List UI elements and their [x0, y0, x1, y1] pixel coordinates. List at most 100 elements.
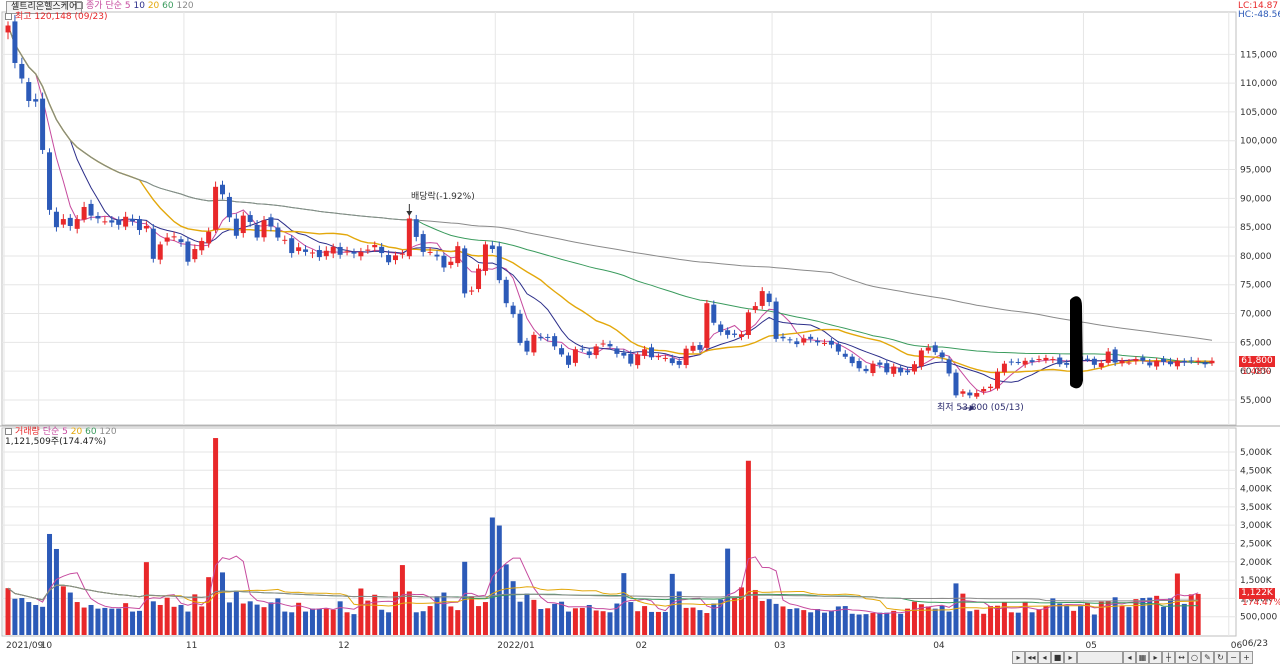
date-tick-label: 11 [186, 641, 197, 651]
rewind-icon[interactable]: ◂◂ [1025, 651, 1038, 664]
candle-body [773, 301, 779, 339]
candle-body [725, 330, 731, 335]
grid-view-icon[interactable]: ▦ [1136, 651, 1149, 664]
candle-body [593, 346, 599, 356]
volume-bar [323, 608, 329, 635]
volume-bar [60, 586, 66, 635]
legend-ma60: 60 [162, 1, 174, 11]
candle-body [1126, 362, 1132, 364]
volume-bar [517, 601, 523, 635]
volume-bar [1064, 605, 1070, 635]
candle-body [296, 247, 302, 251]
volume-ma-label: 단순 [42, 427, 60, 437]
candle-body [427, 251, 433, 253]
candle-body [1147, 362, 1153, 366]
candle-body [489, 245, 495, 250]
candle-body [676, 360, 682, 365]
volume-bar [109, 608, 115, 635]
draw-icon[interactable]: ✎ [1201, 651, 1214, 664]
volume-bar [469, 596, 475, 635]
candle-body [621, 352, 627, 356]
volume-bar [1029, 612, 1035, 635]
volume-bar [379, 609, 385, 635]
volume-bar [552, 603, 558, 635]
volume-bar [420, 611, 426, 635]
search-icon[interactable]: ○ [1188, 651, 1201, 664]
measure-icon[interactable]: ↔ [1175, 651, 1188, 664]
volume-bar [967, 611, 973, 635]
volume-bar [1043, 606, 1049, 635]
price-tick-label: 80,000 [1240, 252, 1272, 262]
candle-body [759, 291, 765, 306]
minus-icon[interactable]: − [1227, 651, 1240, 664]
candle-body [1015, 361, 1021, 363]
candle-body [732, 333, 738, 335]
volume-bar [81, 607, 87, 635]
stop-icon[interactable]: ■ [1051, 651, 1064, 664]
candle-body [1036, 359, 1042, 361]
volume-bar [441, 592, 447, 635]
candle-body [1084, 358, 1090, 360]
zoom-next-icon[interactable]: ▸ [1149, 651, 1162, 664]
legend-ma10: 10 [133, 1, 145, 11]
candle-body [918, 350, 924, 367]
next-icon[interactable]: ▸ [1064, 651, 1077, 664]
volume-bar [683, 607, 689, 635]
volume-bar [247, 601, 253, 635]
volume-bar [240, 603, 246, 635]
volume-bar [822, 612, 828, 635]
volume-bar [102, 607, 108, 635]
volume-bar [697, 610, 703, 635]
ma120-line [7, 25, 1213, 341]
volume-bar [40, 606, 46, 635]
candle-body [690, 345, 696, 351]
candle-body [26, 82, 32, 101]
candle-body [323, 250, 329, 257]
candle-body [102, 221, 108, 223]
candle-body [344, 251, 350, 253]
candle-body [849, 356, 855, 364]
price-tick-label: 55,000 [1240, 396, 1272, 406]
volume-bar [26, 602, 32, 635]
candle-body [572, 349, 578, 363]
stock-name-tab[interactable]: 셀트리온헬스케어 [6, 1, 83, 14]
candle-body [808, 336, 814, 339]
volume-bar [448, 606, 454, 635]
candle-body [233, 218, 239, 236]
zoom-prev-icon[interactable]: ◂ [1123, 651, 1136, 664]
volume-bar [801, 610, 807, 635]
candle-body [718, 324, 724, 332]
candle-body [669, 358, 675, 364]
candle-body [1029, 360, 1035, 362]
scroll-thumb[interactable] [1077, 651, 1123, 664]
legend-toggle-icon[interactable] [76, 2, 83, 9]
refresh-icon[interactable]: ↻ [1214, 651, 1227, 664]
volume-bar [745, 460, 751, 635]
volume-bar [662, 611, 668, 635]
candle-body [628, 353, 634, 364]
candle-body [1174, 360, 1180, 367]
candle-body [1112, 349, 1118, 363]
candle-body [413, 219, 419, 237]
crosshair-icon[interactable]: ┼ [1162, 651, 1175, 664]
volume-value: 1,121,509주(174.47%) [5, 437, 107, 447]
candle-body [379, 246, 385, 254]
scroll-end-icon[interactable]: ▸ [1012, 651, 1025, 664]
volume-bar [676, 591, 682, 635]
volume-toggle-icon[interactable] [5, 428, 12, 435]
volume-bar [1036, 609, 1042, 635]
volume-bar [296, 602, 302, 635]
price-tick-label: 85,000 [1240, 223, 1272, 233]
volume-bar [74, 602, 80, 635]
volume-bar [711, 603, 717, 635]
prev-icon[interactable]: ◂ [1038, 651, 1051, 664]
grid-icon[interactable] [5, 13, 12, 20]
price-tick-label: 60,000 [1240, 367, 1272, 377]
volume-bar [877, 612, 883, 635]
volume-bar [849, 613, 855, 635]
price-legend: 종가 단순 5 10 20 60 120 [76, 1, 194, 12]
plus-icon[interactable]: + [1240, 651, 1253, 664]
volume-bar [476, 606, 482, 635]
price-tick-label: 70,000 [1240, 310, 1272, 320]
